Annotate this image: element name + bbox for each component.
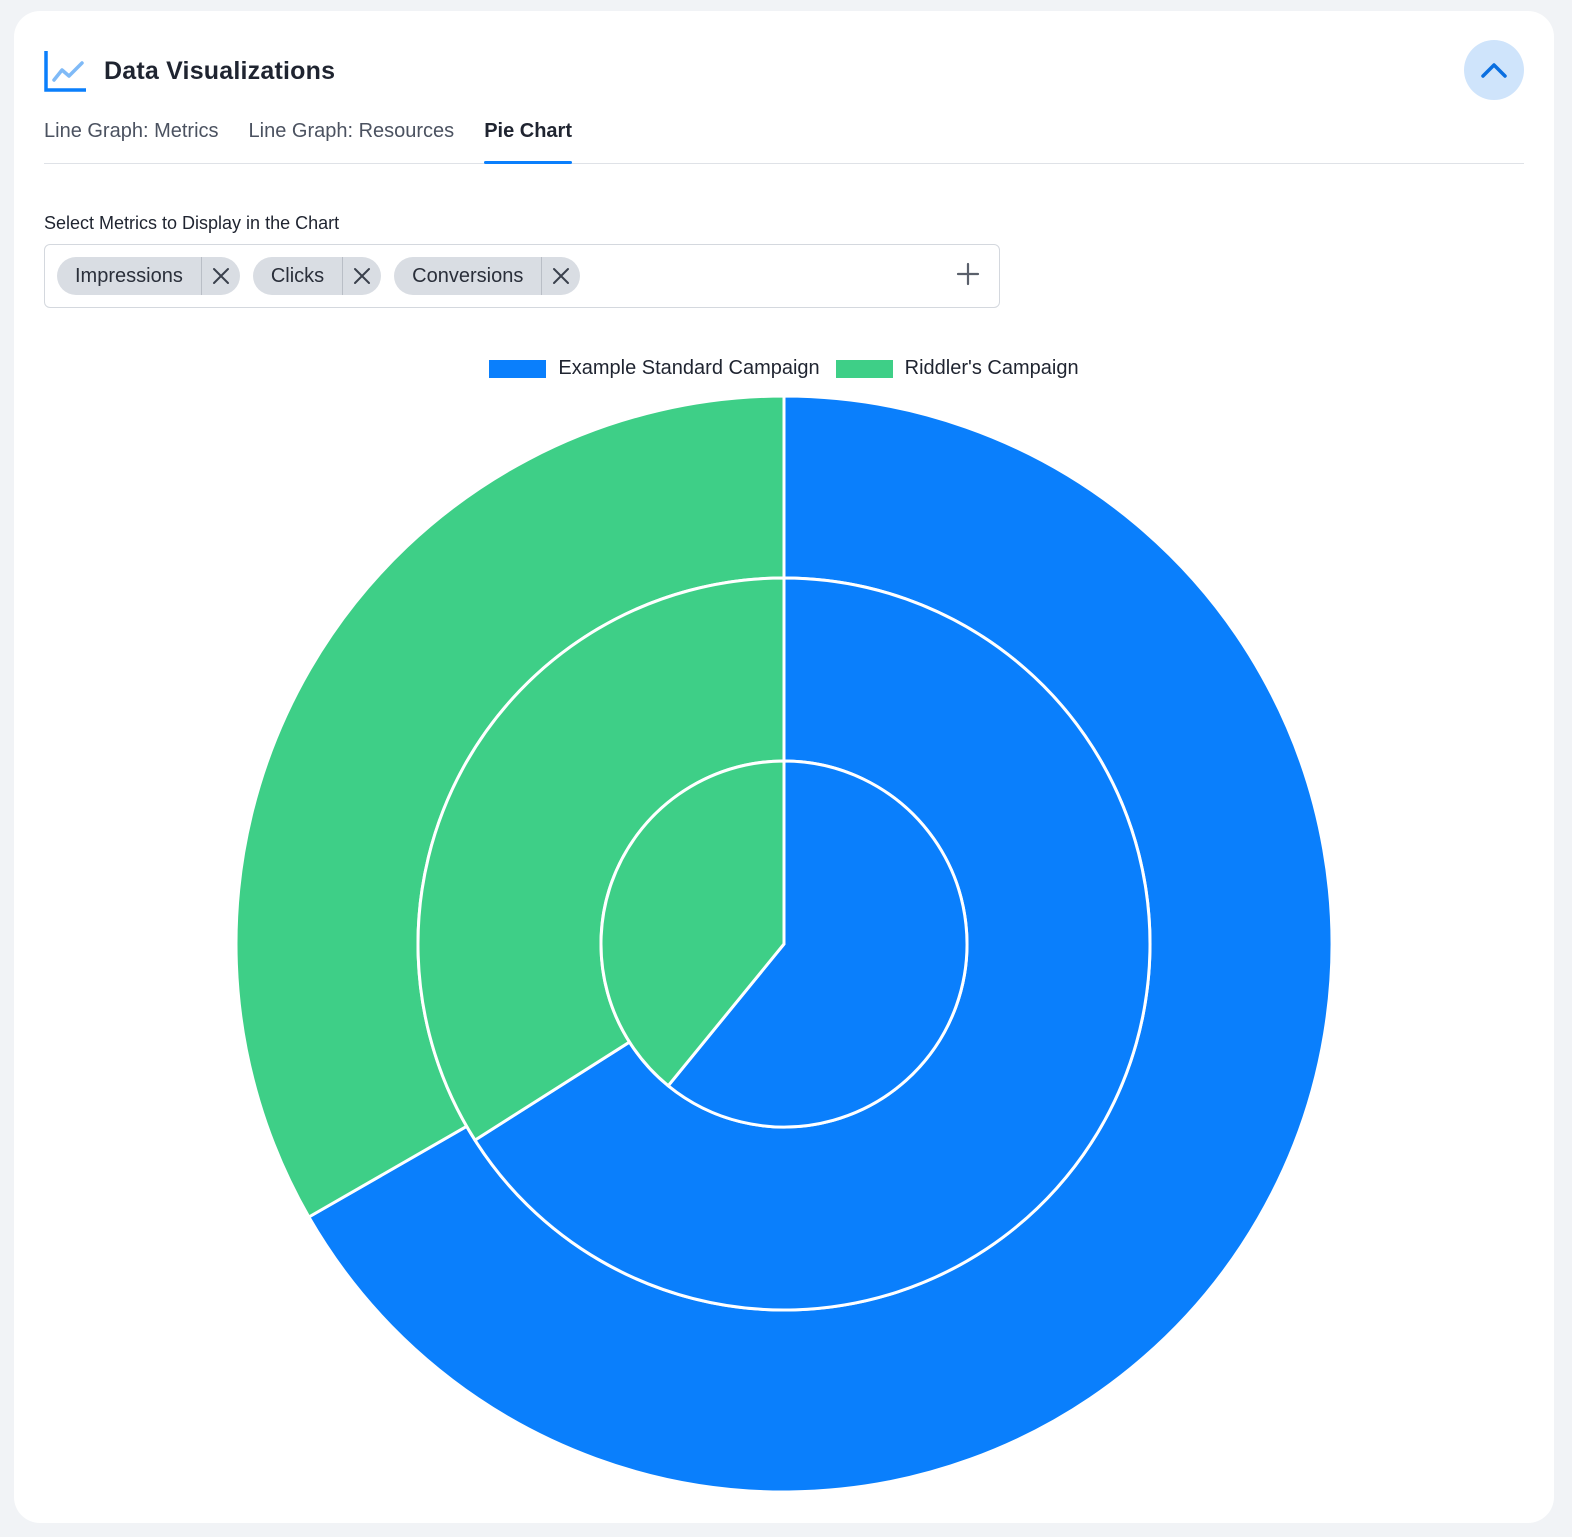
close-icon (212, 268, 229, 284)
chip-label: Conversions (412, 265, 524, 287)
pie-slice-inner-riddlers[interactable] (599, 759, 786, 1088)
close-icon (354, 268, 371, 284)
metrics-select-label: Select Metrics to Display in the Chart (44, 213, 340, 233)
chevron-up-icon (1481, 63, 1507, 78)
metric-chip-impressions: Impressions (57, 257, 240, 295)
tab-line-graph-metrics[interactable]: Line Graph: Metrics (44, 120, 219, 142)
plus-icon (956, 262, 980, 286)
metric-chip-clicks: Clicks (252, 257, 382, 295)
page-title: Data Visualizations (104, 56, 336, 85)
data-visualizations-card: Data Visualizations Line Graph: Metrics … (14, 11, 1554, 1523)
chip-label: Clicks (270, 265, 325, 287)
multi-ring-pie-chart (234, 394, 1334, 1494)
legend-swatch (489, 359, 547, 378)
line-chart-icon (44, 51, 86, 92)
remove-conversions-button[interactable] (541, 257, 580, 295)
chart-tabs: Line Graph: Metrics Line Graph: Resource… (44, 117, 1524, 164)
metric-chip-conversions: Conversions (394, 257, 581, 295)
chip-label: Impressions (75, 265, 183, 287)
tab-line-graph-resources[interactable]: Line Graph: Resources (248, 120, 455, 142)
metrics-multiselect[interactable]: Impressions Clicks Conversions (44, 244, 1000, 308)
legend-item-example-standard[interactable]: Example Standard Campaign (489, 357, 820, 380)
legend-label: Riddler's Campaign (904, 357, 1079, 379)
collapse-button[interactable] (1464, 40, 1524, 100)
pie-slice-inner-example-standard[interactable] (666, 759, 969, 1129)
legend-label: Example Standard Campaign (558, 357, 820, 379)
chart-legend: Example Standard Campaign Riddler's Camp… (14, 357, 1554, 380)
legend-swatch (835, 359, 893, 378)
close-icon (553, 268, 570, 284)
add-metric-button[interactable] (953, 259, 983, 289)
remove-impressions-button[interactable] (200, 257, 240, 295)
legend-item-riddlers[interactable]: Riddler's Campaign (835, 357, 1079, 380)
remove-clicks-button[interactable] (342, 257, 381, 295)
tab-pie-chart[interactable]: Pie Chart (484, 117, 572, 164)
card-header: Data Visualizations (44, 49, 335, 93)
